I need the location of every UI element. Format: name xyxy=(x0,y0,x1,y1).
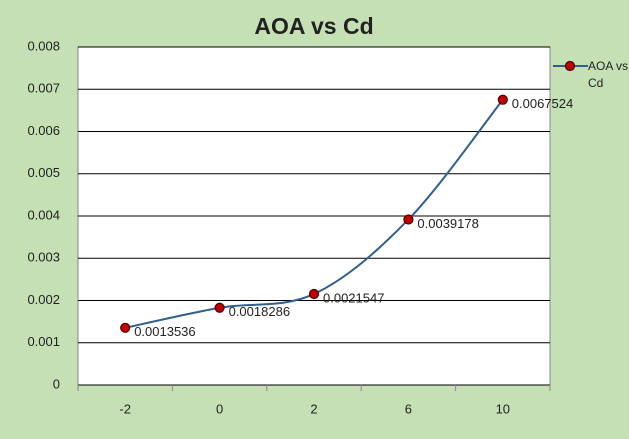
data-label: 0.0018286 xyxy=(229,304,290,319)
marker xyxy=(497,94,508,105)
y-tick-label: 0.005 xyxy=(27,165,60,180)
y-tick-label: 0.008 xyxy=(27,38,60,53)
x-tick-label: 0 xyxy=(216,401,223,416)
y-tick-label: 0.006 xyxy=(27,123,60,138)
y-tick-label: 0.007 xyxy=(27,81,60,96)
y-tick-label: 0.004 xyxy=(27,207,60,222)
x-tick-label: 10 xyxy=(496,401,510,416)
marker xyxy=(120,322,131,333)
marker xyxy=(403,214,414,225)
series-line xyxy=(124,99,504,329)
marker xyxy=(214,302,225,313)
marker xyxy=(308,288,320,300)
y-tick-label: 0.003 xyxy=(27,250,60,265)
y-tick-label: 0.001 xyxy=(27,334,60,349)
data-label: 0.0013536 xyxy=(134,324,195,339)
y-tick-label: 0 xyxy=(53,376,60,391)
data-label: 0.0067524 xyxy=(512,96,573,111)
legend-label: AOA vs Cd xyxy=(588,59,629,90)
x-tick-label: -2 xyxy=(119,401,131,416)
legend-marker xyxy=(564,60,576,72)
chart-title: AOA vs Cd xyxy=(254,13,373,39)
y-tick-label: 0.002 xyxy=(27,292,60,307)
x-tick-label: 6 xyxy=(405,401,412,416)
data-label: 0.0039178 xyxy=(417,216,478,231)
data-label: 0.0021547 xyxy=(323,290,384,305)
x-tick-label: 2 xyxy=(310,401,317,416)
